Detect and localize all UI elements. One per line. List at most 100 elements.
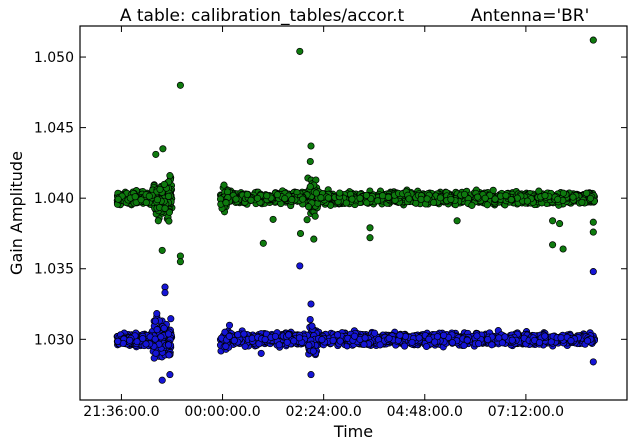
green-point bbox=[158, 246, 166, 254]
blue-point bbox=[440, 331, 448, 339]
green-point bbox=[310, 235, 318, 243]
blue-point bbox=[167, 315, 175, 323]
green-point bbox=[145, 192, 153, 200]
blue-point bbox=[318, 336, 326, 344]
green-point bbox=[273, 191, 281, 199]
green-point bbox=[232, 195, 240, 203]
green-point bbox=[152, 150, 160, 158]
green-point bbox=[502, 191, 510, 200]
green-point bbox=[305, 203, 313, 211]
y-tick-label: 1.045 bbox=[34, 121, 74, 137]
green-point bbox=[159, 145, 167, 153]
blue-point bbox=[422, 342, 431, 351]
green-point bbox=[366, 224, 374, 232]
green-point bbox=[296, 229, 305, 238]
blue-point bbox=[222, 342, 230, 350]
blue-point bbox=[142, 340, 150, 348]
blue-point bbox=[230, 337, 238, 345]
blue-point bbox=[401, 342, 409, 350]
green-point bbox=[423, 195, 431, 203]
blue-point bbox=[306, 315, 314, 324]
blue-point bbox=[240, 330, 248, 338]
blue-point bbox=[508, 336, 516, 344]
green-point bbox=[436, 194, 444, 202]
x-tick-label: 21:36:00.0 bbox=[83, 404, 159, 420]
blue-point bbox=[160, 324, 168, 332]
green-point bbox=[303, 216, 311, 224]
blue-point bbox=[164, 330, 173, 338]
green-point bbox=[541, 192, 549, 200]
blue-point bbox=[296, 262, 304, 270]
blue-point bbox=[114, 337, 122, 345]
green-point bbox=[417, 195, 425, 203]
green-point bbox=[549, 241, 557, 249]
blue-point bbox=[152, 349, 160, 357]
blue-point bbox=[371, 329, 379, 337]
blue-point bbox=[271, 332, 279, 340]
blue-point bbox=[488, 341, 496, 349]
blue-point bbox=[351, 332, 359, 340]
green-point bbox=[474, 193, 482, 201]
green-point bbox=[114, 195, 122, 203]
green-point bbox=[222, 199, 230, 207]
green-point bbox=[569, 193, 577, 201]
green-point bbox=[559, 189, 567, 197]
green-point bbox=[176, 81, 184, 89]
blue-point bbox=[415, 334, 423, 342]
blue-point bbox=[547, 338, 555, 346]
green-point bbox=[549, 217, 557, 225]
green-point bbox=[362, 191, 371, 199]
chart-title: A table: calibration_tables/accor.t bbox=[120, 6, 405, 26]
green-point bbox=[481, 194, 489, 202]
x-tick-label: 00:00:00.0 bbox=[184, 404, 260, 420]
blue-point bbox=[535, 338, 544, 347]
blue-point bbox=[408, 338, 416, 346]
green-point bbox=[165, 192, 173, 200]
green-point bbox=[589, 228, 597, 236]
y-tick-label: 1.050 bbox=[34, 50, 74, 66]
chart-subtitle: Antenna='BR' bbox=[471, 6, 590, 26]
points-layer bbox=[113, 36, 599, 384]
green-point bbox=[324, 194, 332, 202]
green-point bbox=[166, 172, 174, 180]
blue-point bbox=[285, 331, 293, 339]
blue-point bbox=[385, 334, 393, 342]
blue-point bbox=[431, 338, 439, 346]
green-point bbox=[556, 220, 564, 228]
y-tick-label: 1.040 bbox=[34, 191, 74, 207]
green-point bbox=[160, 180, 168, 188]
green-point bbox=[165, 208, 173, 216]
green-point bbox=[554, 195, 562, 203]
blue-point bbox=[309, 347, 317, 355]
green-point bbox=[578, 198, 586, 206]
blue-point bbox=[425, 335, 433, 343]
blue-point bbox=[557, 334, 565, 342]
y-tick-label: 1.030 bbox=[34, 332, 74, 348]
blue-point bbox=[567, 337, 575, 345]
blue-point bbox=[396, 331, 404, 339]
green-point bbox=[366, 234, 374, 242]
green-point bbox=[165, 217, 173, 225]
blue-point bbox=[275, 341, 283, 349]
y-tick-label: 1.035 bbox=[34, 262, 74, 278]
green-point bbox=[131, 193, 139, 201]
blue-point bbox=[584, 337, 592, 345]
green-point bbox=[468, 201, 476, 209]
blue-point bbox=[329, 336, 337, 345]
green-point bbox=[453, 217, 461, 225]
ticks-layer: 21:36:00.0 00:00:00.0 02:24:00.0 04:48:00.0… bbox=[34, 26, 627, 420]
green-point bbox=[253, 194, 262, 202]
green-point bbox=[269, 215, 277, 223]
y-axis-label: Gain Amplitude bbox=[7, 151, 26, 275]
green-point bbox=[430, 198, 438, 207]
green-point bbox=[243, 190, 251, 199]
green-point bbox=[263, 192, 271, 200]
green-point bbox=[307, 142, 315, 150]
blue-point bbox=[158, 376, 166, 384]
green-point bbox=[154, 217, 162, 225]
blue-point bbox=[157, 333, 165, 341]
green-point bbox=[374, 197, 382, 205]
green-point bbox=[348, 195, 356, 203]
green-point bbox=[356, 194, 364, 202]
